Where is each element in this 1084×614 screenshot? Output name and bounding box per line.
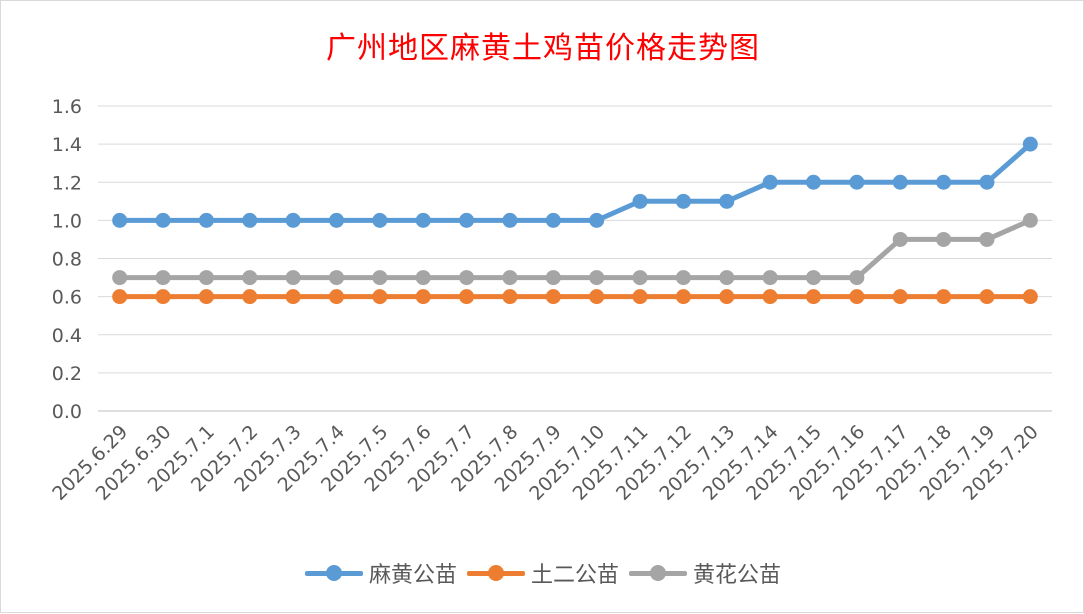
- series-0: [112, 136, 1038, 228]
- data-point: [459, 212, 475, 228]
- legend-dot-swatch: [650, 565, 666, 581]
- legend-label: 土二公苗: [530, 563, 619, 588]
- y-gridlines: [98, 105, 1052, 412]
- data-point: [415, 289, 431, 305]
- data-point: [545, 289, 561, 305]
- y-tick-label: 1.0: [52, 210, 82, 232]
- data-point: [1022, 212, 1038, 228]
- data-point: [632, 289, 648, 305]
- data-point: [198, 212, 214, 228]
- legend-marker-series-2: [629, 558, 687, 588]
- data-point: [112, 289, 128, 305]
- data-point: [979, 231, 995, 247]
- data-point: [892, 231, 908, 247]
- y-tick-label: 0.4: [52, 325, 82, 347]
- data-point: [849, 270, 865, 286]
- data-point: [806, 289, 821, 305]
- data-point: [806, 174, 821, 190]
- data-point: [372, 270, 388, 286]
- data-point: [198, 270, 214, 286]
- legend-marker-series-1: [466, 558, 525, 588]
- data-point: [979, 289, 995, 305]
- legend-item-series-0[interactable]: 麻黄公苗: [304, 557, 457, 589]
- y-tick-label: 0.6: [52, 287, 82, 309]
- data-point: [979, 174, 995, 190]
- data-point: [112, 270, 128, 286]
- data-point: [719, 289, 735, 305]
- data-point: [936, 231, 952, 247]
- x-axis-tick-labels: 2025.6.292025.6.302025.7.12025.7.22025.7…: [48, 421, 1043, 505]
- data-point: [415, 212, 431, 228]
- data-point: [936, 289, 952, 305]
- data-point: [285, 212, 301, 228]
- data-point: [155, 270, 171, 286]
- legend-label: 黄花公苗: [693, 563, 782, 588]
- data-point: [198, 289, 214, 305]
- y-tick-label: 1.4: [52, 134, 82, 156]
- data-point: [762, 174, 778, 190]
- data-point: [849, 174, 865, 190]
- y-tick-label: 1.6: [52, 96, 82, 118]
- data-point: [806, 270, 821, 286]
- data-point: [285, 270, 301, 286]
- data-point: [675, 289, 691, 305]
- data-point: [1022, 289, 1038, 305]
- data-point: [459, 289, 475, 305]
- series-1: [112, 289, 1038, 305]
- data-point: [1022, 136, 1038, 152]
- series-line: [117, 217, 1033, 281]
- data-point: [329, 270, 344, 286]
- data-point: [502, 270, 518, 286]
- data-point: [589, 212, 605, 228]
- data-point: [719, 193, 735, 209]
- data-point: [632, 193, 648, 209]
- data-point: [502, 289, 518, 305]
- legend-dot-swatch: [325, 565, 342, 581]
- data-point: [719, 270, 735, 286]
- data-point: [329, 289, 344, 305]
- legend-item-series-1[interactable]: 土二公苗: [466, 557, 619, 589]
- legend-label: 麻黄公苗: [368, 563, 457, 588]
- data-point: [545, 270, 561, 286]
- series-2: [112, 212, 1038, 286]
- y-axis-tick-labels: 0.0 0.2 0.4 0.6 0.8 1.0 1.2 1.4 1.6: [52, 96, 82, 423]
- data-point: [155, 289, 171, 305]
- y-tick-label: 0.2: [52, 363, 82, 385]
- data-point: [762, 289, 778, 305]
- data-point: [892, 174, 908, 190]
- data-point: [632, 270, 648, 286]
- data-point: [285, 289, 301, 305]
- legend-marker-series-0: [304, 558, 363, 588]
- data-point: [112, 212, 128, 228]
- chart-title: 广州地区麻黄土鸡苗价格走势图: [326, 31, 760, 66]
- y-tick-label: 0.0: [52, 401, 82, 423]
- y-tick-label: 0.8: [52, 249, 82, 271]
- y-tick-label: 1.2: [52, 172, 82, 194]
- series-line: [117, 141, 1033, 223]
- legend-dot-swatch: [487, 565, 504, 581]
- data-point: [155, 212, 171, 228]
- data-point: [545, 212, 561, 228]
- data-point: [892, 289, 908, 305]
- data-point: [242, 212, 258, 228]
- data-point: [242, 289, 258, 305]
- data-point: [849, 289, 865, 305]
- data-point: [936, 174, 952, 190]
- data-point: [372, 289, 388, 305]
- legend-item-series-2[interactable]: 黄花公苗: [629, 557, 781, 589]
- data-point: [675, 193, 691, 209]
- data-point: [459, 270, 475, 286]
- data-point: [372, 212, 388, 228]
- data-point: [329, 212, 344, 228]
- data-point: [242, 270, 258, 286]
- data-point: [675, 270, 691, 286]
- data-point: [589, 270, 605, 286]
- data-point: [589, 289, 605, 305]
- data-point: [502, 212, 518, 228]
- data-point: [762, 270, 778, 286]
- data-point: [415, 270, 431, 286]
- chart-legend: 麻黄公苗 土二公苗 黄花公苗: [1, 557, 1084, 589]
